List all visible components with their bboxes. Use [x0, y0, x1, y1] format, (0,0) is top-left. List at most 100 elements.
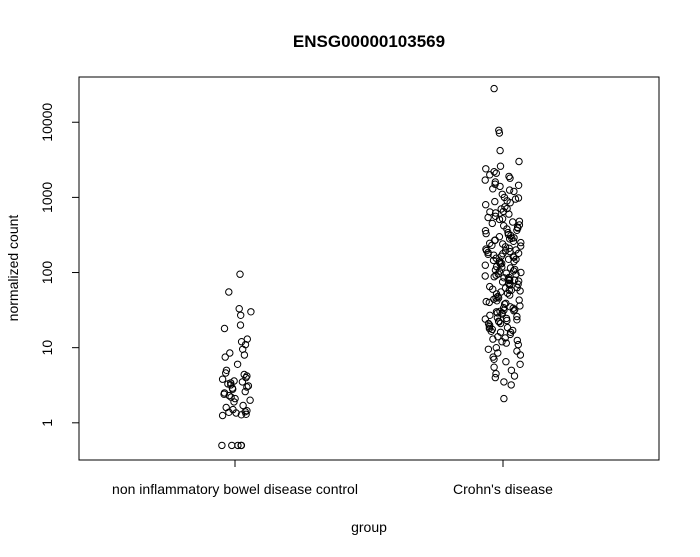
data-point — [236, 270, 244, 278]
data-point — [505, 172, 513, 181]
data-point — [481, 227, 490, 235]
data-point — [244, 382, 253, 390]
data-point — [494, 317, 503, 325]
data-point — [495, 215, 504, 224]
data-point — [236, 321, 245, 329]
data-point — [491, 209, 500, 217]
x-tick-label: Crohn's disease — [453, 481, 553, 497]
data-point — [517, 238, 525, 247]
data-point — [222, 403, 230, 412]
data-point — [493, 314, 502, 322]
data-point — [482, 165, 490, 173]
data-point — [237, 441, 246, 450]
data-point — [501, 203, 509, 211]
data-point — [218, 411, 227, 420]
data-point — [500, 394, 508, 403]
data-point — [243, 407, 251, 415]
data-point — [509, 218, 517, 226]
data-point — [491, 236, 499, 245]
data-point — [514, 249, 523, 258]
data-point — [491, 266, 500, 274]
data-point — [225, 408, 233, 416]
data-point — [498, 263, 506, 271]
data-point — [237, 311, 245, 319]
data-point — [507, 381, 515, 389]
data-point — [501, 243, 510, 251]
data-point — [516, 302, 524, 310]
data-point — [231, 394, 239, 403]
data-point — [239, 401, 247, 410]
y-tick-label: 1 — [39, 419, 55, 427]
data-point — [506, 174, 514, 182]
data-point — [489, 285, 497, 293]
data-point — [235, 305, 243, 313]
data-point — [513, 316, 521, 324]
y-tick-label: 1000 — [39, 182, 55, 213]
data-point — [498, 215, 507, 223]
y-tick-label: 100 — [39, 261, 55, 285]
data-point — [489, 335, 497, 343]
data-point — [502, 358, 510, 366]
data-point — [486, 311, 494, 319]
data-point — [246, 396, 254, 404]
data-point — [500, 378, 508, 386]
data-point — [496, 307, 504, 315]
data-point — [233, 360, 242, 368]
data-point — [488, 219, 496, 228]
data-point — [510, 276, 519, 284]
data-point — [507, 366, 516, 374]
data-point — [492, 169, 500, 177]
data-point — [487, 327, 495, 335]
x-axis: non inflammatory bowel disease control Cr… — [112, 460, 553, 497]
data-point — [491, 197, 499, 206]
data-point — [514, 181, 523, 190]
data-point — [504, 255, 513, 263]
data-point — [486, 171, 494, 179]
data-point — [507, 286, 515, 294]
data-point — [502, 314, 511, 323]
data-point — [238, 378, 247, 386]
data-point — [496, 146, 504, 155]
data-point — [503, 204, 511, 213]
data-point — [482, 245, 490, 253]
data-point — [491, 373, 499, 382]
data-point — [492, 370, 500, 378]
y-tick-label: 10 — [39, 340, 55, 356]
data-point — [496, 319, 505, 328]
data-point — [492, 344, 500, 352]
data-point — [243, 372, 251, 380]
data-point — [227, 393, 235, 401]
data-point — [490, 168, 498, 176]
data-point — [229, 385, 237, 393]
data-point — [511, 306, 519, 314]
data-point — [506, 330, 514, 339]
data-point — [514, 224, 522, 232]
plot-frame — [78, 76, 660, 461]
data-point — [242, 373, 250, 382]
y-axis: 1 10 100 1000 10000 — [39, 103, 79, 427]
data-point — [490, 363, 498, 371]
data-point — [513, 336, 521, 345]
data-point — [495, 267, 504, 275]
data-point — [514, 340, 522, 349]
data-point — [516, 351, 525, 359]
data-point — [240, 351, 249, 359]
data-point — [506, 199, 514, 207]
chart-title: ENSG00000103569 — [293, 32, 445, 51]
data-point — [226, 349, 234, 357]
data-point — [496, 182, 504, 191]
data-point — [220, 324, 229, 333]
data-point — [221, 353, 229, 361]
data-point — [481, 272, 489, 280]
data-point — [481, 315, 489, 323]
data-point — [228, 441, 236, 450]
data-point — [218, 441, 226, 450]
data-point — [484, 345, 493, 353]
data-point — [237, 411, 246, 419]
data-point — [484, 319, 493, 328]
data-point — [496, 162, 505, 170]
data-point — [218, 375, 227, 383]
data-points — [218, 84, 525, 450]
data-point — [243, 383, 251, 391]
data-point — [516, 360, 524, 368]
